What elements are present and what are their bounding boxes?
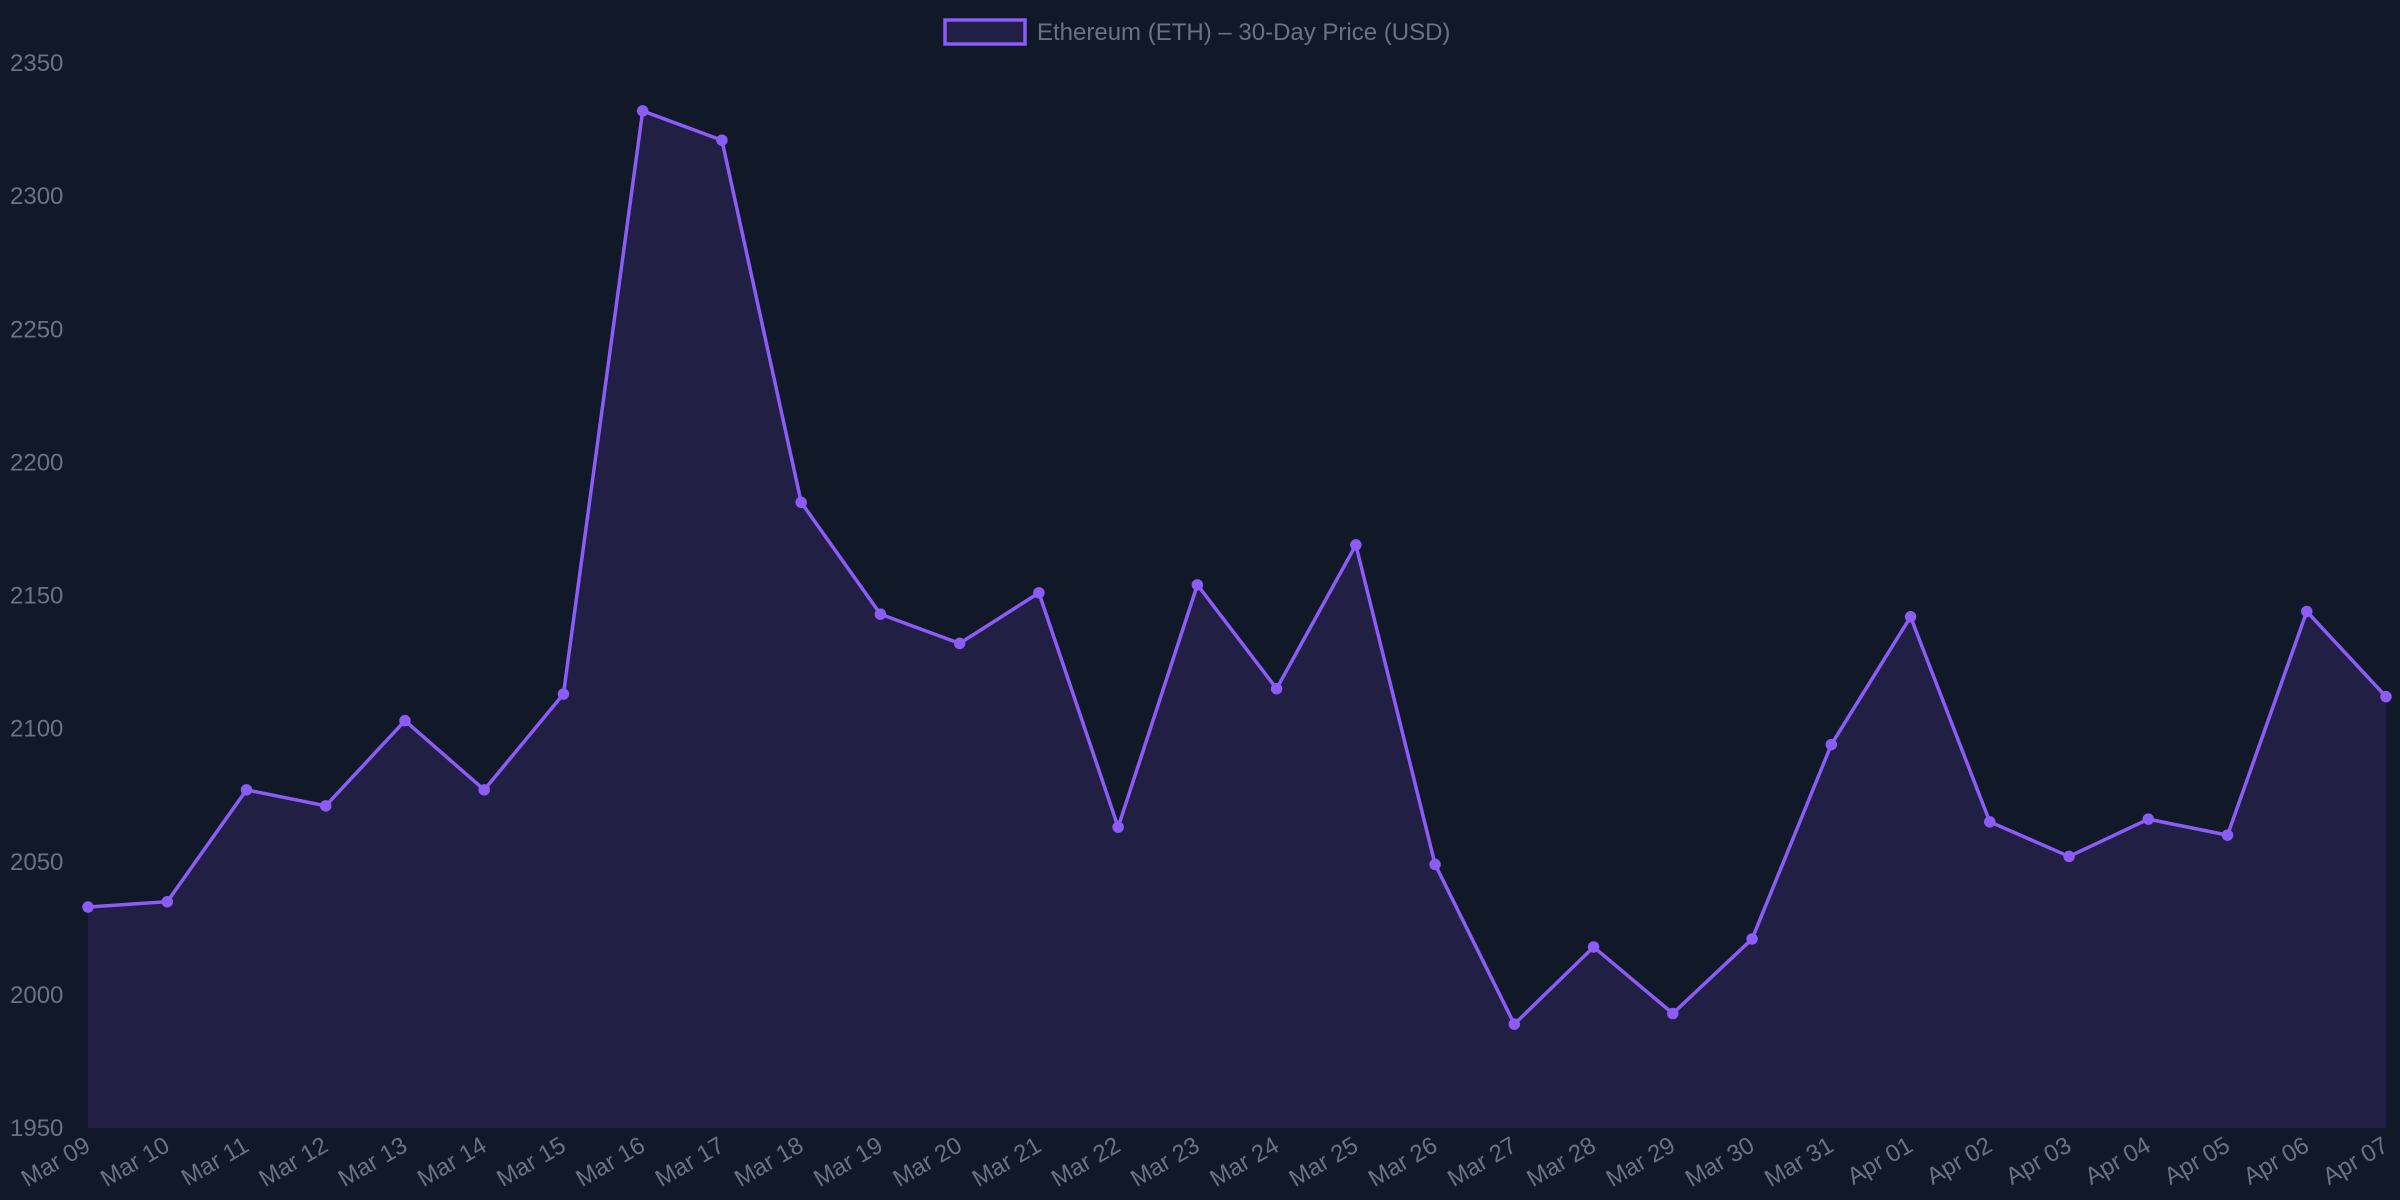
x-tick-label: Mar 28 [1522, 1132, 1600, 1193]
x-tick-label: Mar 30 [1681, 1132, 1759, 1193]
x-tick-label: Mar 15 [492, 1132, 570, 1193]
x-tick-label: Mar 20 [888, 1132, 966, 1193]
data-point[interactable] [716, 134, 728, 146]
x-tick-label: Mar 29 [1602, 1132, 1680, 1193]
data-point[interactable] [2221, 829, 2234, 841]
y-tick-label: 2250 [10, 316, 63, 343]
y-tick-label: 2350 [10, 50, 63, 77]
data-point[interactable] [874, 608, 887, 620]
x-tick-label: Mar 14 [413, 1132, 491, 1193]
data-point[interactable] [319, 800, 332, 812]
x-tick-label: Apr 02 [1922, 1132, 1997, 1191]
x-tick-label: Mar 18 [730, 1132, 808, 1193]
x-axis: Mar 09 Mar 10 Mar 11 Mar 12 Mar 13 Mar 14 Mar … [17, 1132, 2393, 1193]
data-point[interactable] [953, 637, 966, 650]
legend-label[interactable]: Ethereum (ETH) – 30-Day Price (USD) [1037, 19, 1450, 46]
y-tick-label: 2300 [10, 183, 63, 210]
data-point[interactable] [82, 901, 94, 913]
x-tick-label: Mar 11 [177, 1132, 254, 1192]
data-point[interactable] [2063, 850, 2075, 863]
data-point[interactable] [1429, 858, 1441, 871]
x-tick-label: Mar 10 [96, 1132, 174, 1193]
data-point[interactable] [1191, 579, 1204, 591]
legend[interactable]: Ethereum (ETH) – 30-Day Price (USD) [943, 18, 1450, 46]
y-tick-label: 2100 [10, 716, 63, 743]
x-tick-label: Mar 23 [1126, 1132, 1204, 1193]
data-point[interactable] [2142, 813, 2155, 825]
data-point[interactable] [1587, 941, 1600, 953]
series-line [87, 109, 2388, 1026]
x-tick-label: Mar 25 [1285, 1132, 1363, 1193]
data-point[interactable] [1984, 816, 1996, 828]
data-point[interactable] [2301, 605, 2313, 618]
x-tick-label: Mar 22 [1047, 1132, 1125, 1193]
y-tick-label: 2150 [10, 583, 63, 610]
y-axis: 1950 2000 2050 2100 2150 2200 2250 2300 2350 [10, 50, 63, 1142]
data-point[interactable] [557, 688, 570, 700]
x-tick-label: Mar 21 [968, 1132, 1046, 1193]
series-area-fill [88, 110, 2386, 1129]
x-tick-label: Mar 17 [651, 1132, 729, 1193]
data-point[interactable] [1112, 821, 1124, 833]
x-tick-label: Apr 01 [1843, 1132, 1918, 1191]
data-point[interactable] [795, 496, 807, 509]
data-point[interactable] [2380, 690, 2392, 703]
x-tick-label: Apr 04 [2081, 1132, 2156, 1191]
x-tick-label: Mar 13 [334, 1132, 412, 1193]
data-point[interactable] [478, 784, 490, 796]
y-tick-label: 2200 [10, 449, 63, 476]
y-tick-label: 2000 [10, 982, 63, 1009]
data-point[interactable] [1667, 1007, 1679, 1020]
x-tick-label: Mar 26 [1364, 1132, 1442, 1193]
x-tick-label: Mar 27 [1443, 1132, 1521, 1193]
data-point[interactable] [1508, 1018, 1521, 1030]
x-tick-label: Apr 06 [2239, 1132, 2314, 1191]
data-point[interactable] [161, 895, 173, 908]
x-tick-label: Mar 31 [1760, 1132, 1838, 1193]
data-points [82, 105, 2392, 1030]
data-point[interactable] [240, 784, 253, 796]
data-point[interactable] [636, 105, 649, 117]
x-tick-label: Mar 19 [809, 1132, 887, 1193]
x-tick-label: Apr 03 [2001, 1132, 2076, 1191]
data-point[interactable] [399, 714, 411, 727]
x-tick-label: Mar 16 [571, 1132, 649, 1193]
x-tick-label: Mar 24 [1205, 1132, 1283, 1193]
y-tick-label: 2050 [10, 849, 63, 876]
data-point[interactable] [1270, 682, 1283, 695]
data-point[interactable] [1746, 933, 1758, 945]
y-tick-label: 1950 [10, 1115, 63, 1142]
x-tick-label: Apr 05 [2160, 1132, 2235, 1191]
data-point[interactable] [1350, 539, 1362, 551]
legend-swatch[interactable] [943, 18, 1027, 46]
x-tick-label: Apr 07 [2318, 1132, 2393, 1191]
data-point[interactable] [1033, 587, 1045, 599]
data-point[interactable] [1825, 738, 1838, 751]
x-tick-label: Mar 12 [255, 1132, 333, 1193]
data-point[interactable] [1904, 611, 1917, 623]
